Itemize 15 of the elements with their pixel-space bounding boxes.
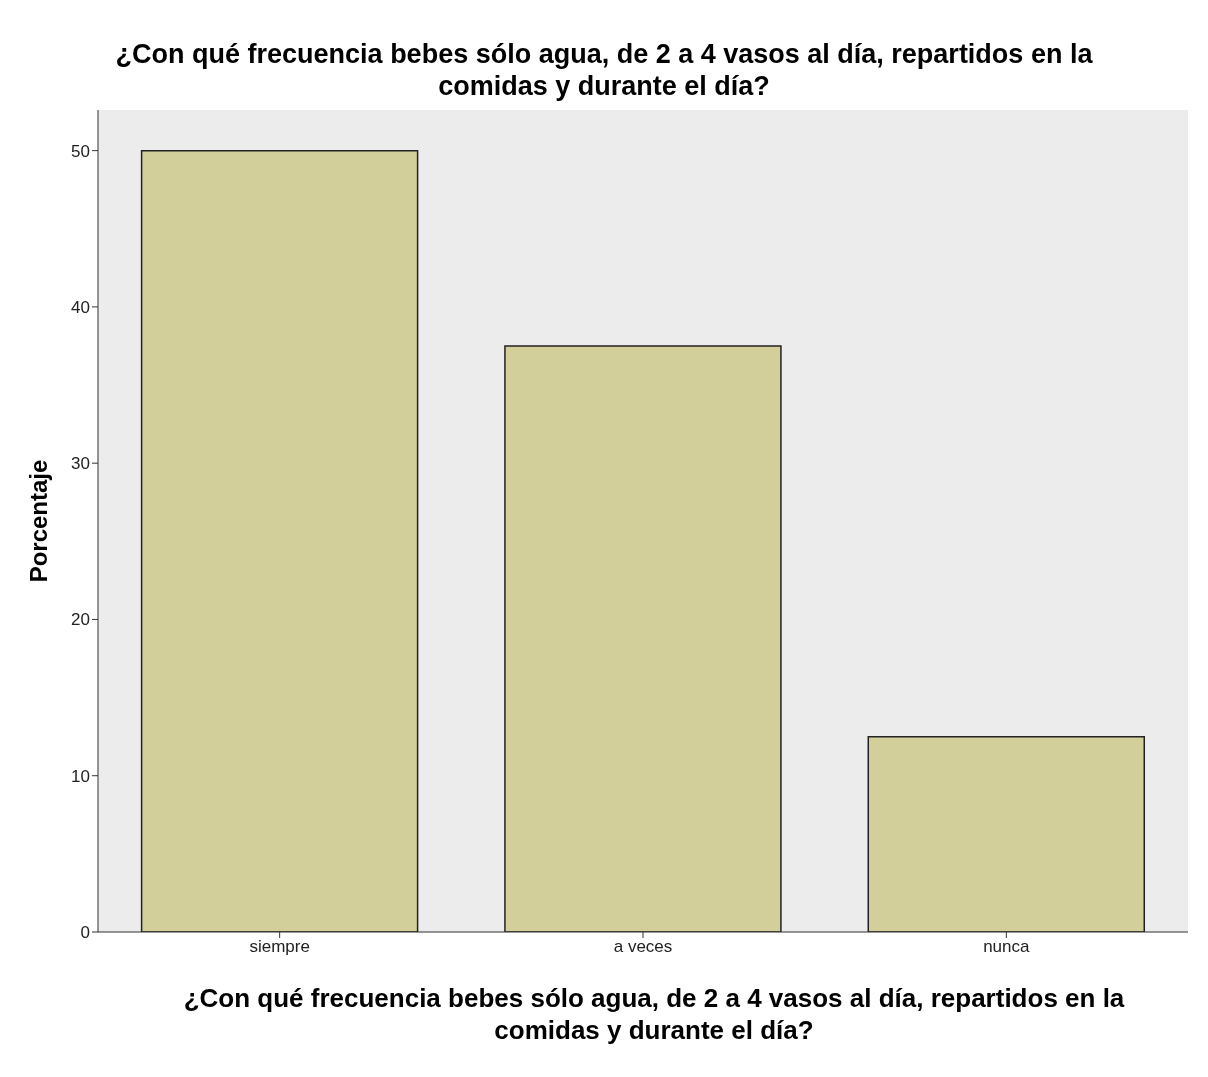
y-axis-title: Porcentaje (24, 459, 52, 583)
y-tick-label: 30 (71, 454, 90, 474)
y-tick-label: 10 (71, 766, 90, 786)
bar (140, 149, 419, 932)
x-axis-title: ¿Con qué frecuencia bebes sólo agua, de 2 a 4 vasos al día, repartidos en la comidas y durante el día? (182, 982, 1126, 1046)
x-tick-label: siempre (249, 937, 310, 957)
y-tick-label: 20 (71, 610, 90, 630)
y-tick-label: 0 (80, 923, 90, 943)
y-tick-label: 50 (71, 141, 90, 161)
chart-title: ¿Con qué frecuencia bebes sólo agua, de 2 a 4 vasos al día, repartidos en la comidas y durante el día? (114, 38, 1094, 102)
x-tick-label: nunca (983, 937, 1031, 957)
x-tick-label: a veces (613, 937, 673, 957)
bar (867, 735, 1146, 932)
bar (504, 345, 782, 932)
y-tick-label: 40 (71, 297, 90, 317)
